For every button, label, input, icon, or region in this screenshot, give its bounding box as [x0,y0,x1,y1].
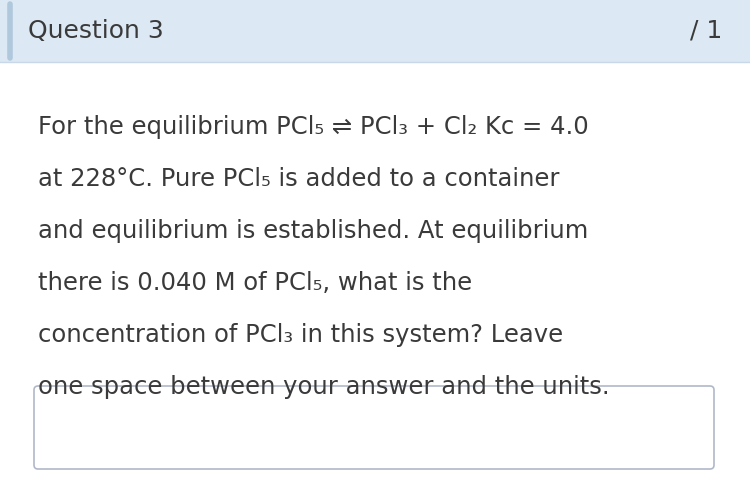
FancyBboxPatch shape [34,386,714,469]
Text: Question 3: Question 3 [28,19,164,43]
Text: at 228°C. Pure PCl₅ is added to a container: at 228°C. Pure PCl₅ is added to a contai… [38,167,560,191]
Bar [0,0,750,62]
Text: / 1: / 1 [690,19,722,43]
Text: one space between your answer and the units.: one space between your answer and the un… [38,375,610,399]
Text: there is 0.040 M of PCl₅, what is the: there is 0.040 M of PCl₅, what is the [38,271,472,295]
Text: For the equilibrium PCl₅ ⇌ PCl₃ + Cl₂ Kc = 4.0: For the equilibrium PCl₅ ⇌ PCl₃ + Cl₂ Kc… [38,115,589,139]
Text: concentration of PCl₃ in this system? Leave: concentration of PCl₃ in this system? Le… [38,323,563,347]
Text: and equilibrium is established. At equilibrium: and equilibrium is established. At equil… [38,219,588,243]
